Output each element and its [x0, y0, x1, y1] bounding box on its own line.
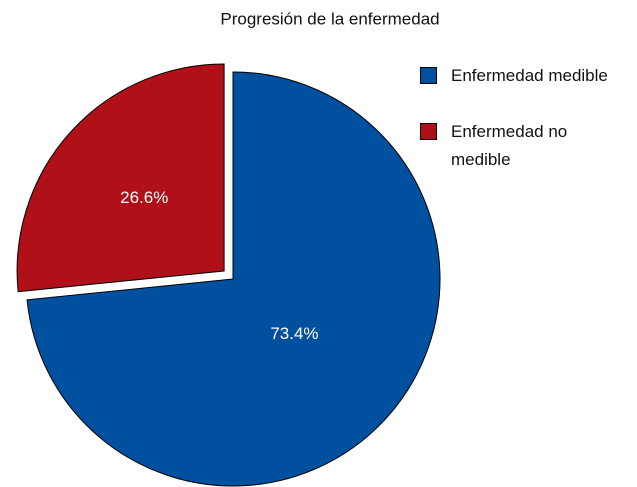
pie-slice	[26, 71, 441, 487]
data-label: 26.6%	[120, 188, 168, 207]
legend-swatch	[420, 67, 437, 84]
legend-item: Enfermedad medible	[420, 64, 630, 90]
legend-label: Enfermedad no medible	[451, 122, 568, 169]
data-label: 73.4%	[270, 324, 318, 343]
chart-title: Progresión de la enfermedad	[220, 9, 439, 28]
legend-swatch	[420, 123, 437, 140]
legend-item: Enfermedad no medible	[420, 120, 630, 174]
legend-label: Enfermedad medible	[451, 66, 608, 85]
pie-slice	[16, 63, 225, 293]
